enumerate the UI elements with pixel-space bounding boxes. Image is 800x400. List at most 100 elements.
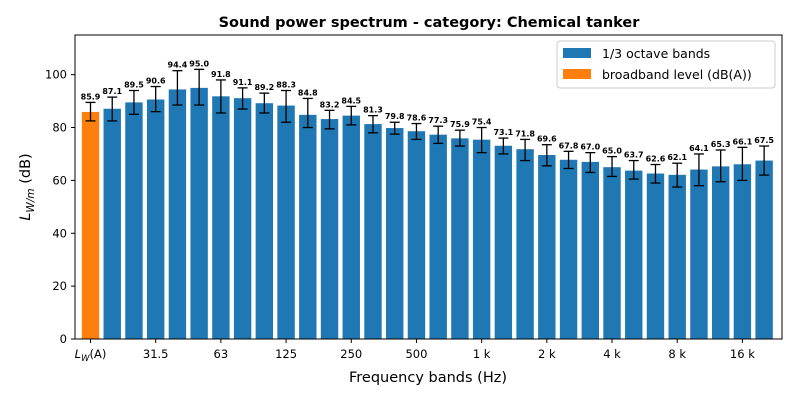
errorbar-band-16: [454, 129, 465, 147]
bar-band-0: [103, 108, 121, 339]
data-label-band-22: 67.0: [580, 143, 600, 152]
data-label-band-26: 62.1: [667, 153, 687, 162]
errorbar-band-12: [367, 114, 378, 134]
errorbar-band-29: [737, 146, 748, 182]
bar-band-22: [581, 161, 599, 339]
errorbar-band-18: [498, 137, 509, 155]
bar-band-23: [603, 167, 621, 339]
chart-title: Sound power spectrum - category: Chemica…: [219, 15, 641, 31]
data-label-band-0: 87.1: [102, 87, 122, 96]
bar-band-1: [125, 102, 143, 340]
data-label-broadband: 85.9: [81, 92, 101, 101]
bar-band-30: [755, 160, 773, 339]
errorbar-band-21: [563, 150, 574, 170]
data-label-band-6: 91.1: [233, 78, 253, 87]
bar-band-12: [364, 124, 382, 339]
y-axis-label: LW/m (dB): [18, 153, 37, 220]
data-label-band-15: 77.3: [428, 116, 448, 125]
bars-group: [81, 87, 773, 340]
errorbar-band-5: [215, 79, 226, 114]
bar-band-21: [559, 159, 578, 339]
x-tick-label-30: 16 k: [730, 347, 755, 361]
y-tick-label-100: 100: [45, 68, 67, 82]
bar-band-8: [277, 105, 295, 339]
plot-frame: [74, 34, 783, 340]
data-label-band-25: 62.6: [646, 155, 666, 164]
bar-band-11: [342, 115, 360, 339]
errorbar-band-14: [411, 122, 422, 141]
errorbar-broadband: [85, 101, 96, 122]
bar-band-25: [646, 173, 665, 339]
x-axis-label: Frequency bands (Hz): [349, 370, 507, 386]
bar-broadband: [81, 111, 100, 339]
errorbar-band-1: [128, 89, 139, 115]
legend-label-broadband: broadband level (dB(A)): [602, 67, 752, 82]
errorbar-band-24: [628, 159, 639, 180]
x-tick-label-21: 2 k: [538, 347, 556, 361]
data-label-band-30: 67.5: [754, 136, 774, 145]
errorbar-band-11: [346, 105, 357, 126]
errorbar-band-4: [194, 68, 205, 106]
data-label-band-4: 95.0: [189, 59, 209, 68]
bar-band-5: [212, 96, 230, 339]
errorbar-band-9: [302, 97, 313, 129]
data-label-band-27: 64.1: [689, 144, 709, 153]
errorbar-band-19: [520, 138, 531, 162]
legend-box: [556, 40, 776, 89]
data-label-band-9: 84.8: [298, 88, 318, 97]
errorbar-band-7: [259, 92, 270, 114]
errorbar-band-0: [107, 96, 118, 122]
legend-swatch-broadband: [563, 69, 591, 79]
errorbar-band-8: [281, 89, 292, 123]
data-label-band-10: 83.2: [320, 100, 340, 109]
y-tick-label-40: 40: [52, 226, 67, 240]
data-label-band-17: 75.4: [472, 118, 492, 127]
x-axis: LW(A) 31.5 63 125 250 500 1 k 2 k 4 k 8 k 16 k: [75, 339, 755, 364]
x-tick-label-0: LW(A): [75, 347, 107, 364]
errorbar-band-10: [324, 109, 335, 130]
data-label-band-13: 79.8: [385, 112, 405, 121]
data-label-band-14: 78.6: [407, 114, 427, 123]
bar-band-26: [668, 174, 686, 339]
x-tick-label-18: 1 k: [473, 347, 491, 361]
errorbar-band-22: [585, 151, 596, 174]
data-label-band-1: 89.5: [124, 81, 144, 90]
bar-band-28: [711, 166, 730, 339]
bar-band-9: [299, 114, 317, 340]
errorbar-band-3: [172, 70, 183, 106]
data-label-band-20: 69.6: [537, 135, 557, 144]
errorbar-band-25: [650, 163, 661, 184]
y-axis: 0 20 40 60 80 100: [45, 68, 75, 346]
data-label-band-2: 90.6: [146, 77, 166, 86]
data-label-band-5: 91.8: [211, 70, 231, 79]
errorbar-band-26: [672, 162, 683, 188]
data-label-band-3: 94.4: [168, 61, 188, 70]
data-label-band-7: 89.2: [254, 83, 274, 92]
x-tick-label-12: 250: [340, 347, 362, 361]
errorbar-band-13: [389, 121, 400, 135]
bar-band-17: [472, 139, 491, 339]
data-label-band-28: 65.3: [711, 140, 731, 149]
errorbar-band-28: [715, 149, 726, 183]
errorbar-band-6: [237, 87, 248, 110]
data-labels-group: 85.987.189.5 90.694.4 95.091.891.189.2 88.3…: [81, 59, 775, 163]
errorbar-band-20: [541, 144, 552, 167]
bar-band-10: [320, 119, 339, 339]
x-tick-label-15: 500: [405, 347, 427, 361]
legend-label-bands: 1/3 octave bands: [602, 46, 710, 61]
y-tick-label-60: 60: [52, 173, 67, 187]
bar-band-13: [386, 128, 404, 339]
bar-band-4: [190, 87, 208, 339]
errorbar-band-15: [433, 125, 444, 145]
data-label-band-16: 75.9: [450, 120, 470, 129]
bar-band-20: [538, 155, 556, 339]
x-tick-label-24: 4 k: [603, 347, 621, 361]
bar-band-29: [733, 164, 752, 339]
bar-band-14: [407, 131, 426, 339]
errorbar-band-2: [150, 85, 161, 113]
errorbar-band-17: [476, 126, 487, 154]
errorbars-group: [85, 68, 770, 188]
bar-band-27: [690, 169, 708, 339]
data-label-band-8: 88.3: [276, 81, 296, 90]
data-label-band-18: 73.1: [493, 128, 513, 137]
